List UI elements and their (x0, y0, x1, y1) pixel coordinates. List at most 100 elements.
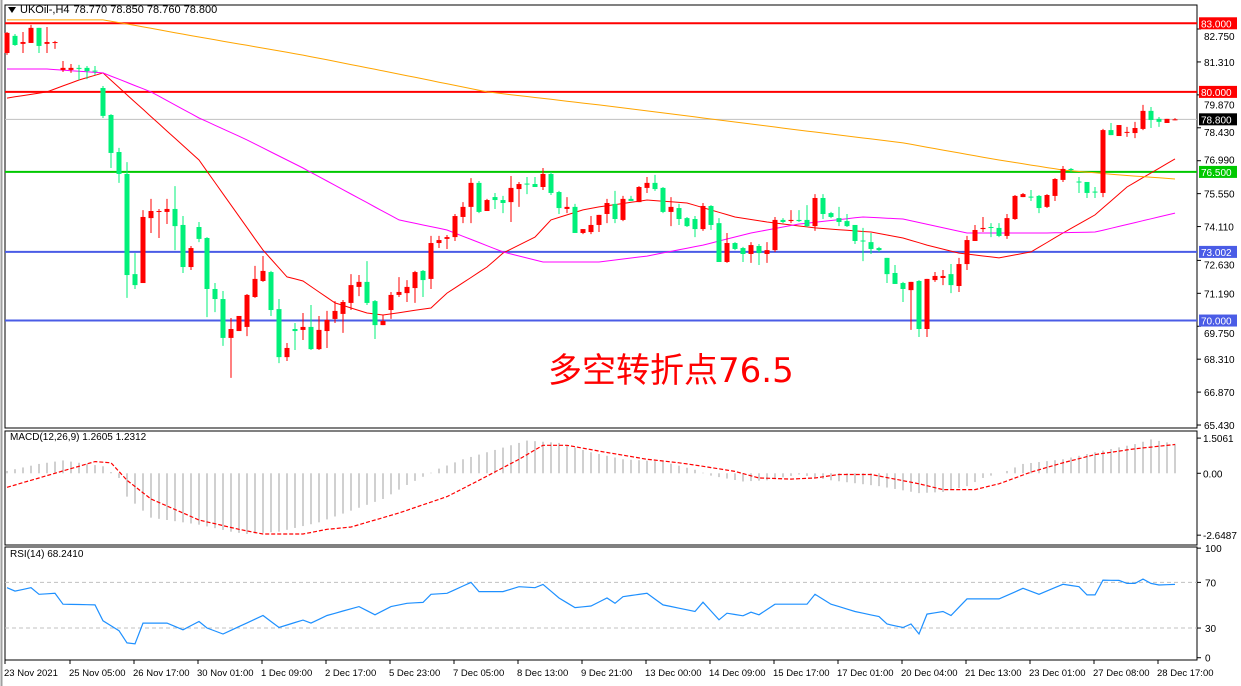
candle (1100, 128, 1106, 198)
candle-body (404, 286, 410, 294)
candle (212, 283, 218, 313)
candle (300, 312, 306, 340)
candle (732, 242, 738, 251)
candle (652, 174, 658, 191)
rsi-label: RSI(14) 68.2410 (10, 549, 84, 560)
candle-body (516, 184, 522, 190)
candle (988, 223, 994, 238)
candle (316, 315, 322, 351)
candle (1164, 118, 1170, 123)
candle-body (900, 283, 906, 289)
macd-tick-label: 1.5061 (1203, 434, 1234, 445)
candle-body (300, 326, 306, 330)
price-tag-text: 73.002 (1201, 248, 1232, 259)
candle (700, 203, 706, 231)
candle (340, 299, 346, 333)
panel-macd-frame (4, 430, 1198, 546)
candle-body (1052, 179, 1058, 196)
candle-body (380, 320, 386, 326)
candle-body (84, 67, 90, 72)
dropdown-triangle-icon[interactable] (8, 7, 16, 13)
candle (396, 277, 402, 297)
candle (1172, 118, 1178, 121)
candle-body (1156, 118, 1162, 122)
panel-rsi-frame (4, 546, 1198, 661)
candle (756, 243, 762, 265)
candle-body (452, 216, 458, 238)
candle (836, 206, 842, 227)
candle-body (668, 206, 674, 212)
candle-body (908, 281, 914, 291)
price-tag-text: 80.000 (1201, 88, 1232, 99)
candle (196, 221, 202, 243)
rsi-tick-label: 100 (1205, 544, 1222, 555)
candle (644, 176, 650, 193)
candle (908, 281, 914, 330)
candle (556, 190, 562, 214)
candle (476, 181, 482, 214)
time-tick-label: 17 Dec 01:00 (837, 668, 894, 679)
panel-main-frame (4, 4, 1198, 429)
candle-body (572, 206, 578, 233)
candle-body (164, 208, 170, 212)
candle (268, 270, 274, 316)
candle-body (36, 27, 42, 46)
candle (364, 261, 370, 305)
candle (1044, 194, 1050, 209)
candle-body (236, 315, 242, 332)
candle (468, 178, 474, 224)
candle-body (292, 328, 298, 332)
price-tag-80.000 (1199, 85, 1237, 98)
candle (588, 216, 594, 235)
candle-body (1140, 110, 1146, 129)
candle-body (12, 35, 18, 46)
candle-body (308, 326, 314, 350)
price-tag-73.002 (1199, 245, 1237, 258)
candle-body (1124, 131, 1130, 133)
price-tag-text: 76.500 (1201, 168, 1232, 179)
price-tag-76.500 (1199, 165, 1237, 178)
candle-body (988, 227, 994, 229)
candle-body (596, 214, 602, 225)
candle-body (1012, 195, 1018, 220)
rsi-tick-label: 0 (1205, 654, 1211, 665)
candle (460, 202, 466, 224)
candle (148, 198, 154, 233)
candle-body (764, 250, 770, 254)
candle (740, 246, 746, 263)
candle-body (972, 229, 978, 241)
candle-body (252, 278, 258, 297)
candle (676, 203, 682, 225)
candle-body (260, 270, 266, 281)
candle-body (444, 237, 450, 239)
candle-body (1028, 196, 1034, 198)
candle-body (68, 67, 74, 70)
candle (860, 227, 866, 262)
candle-body (204, 237, 210, 289)
candle (84, 66, 90, 80)
time-tick-label: 20 Dec 04:00 (901, 668, 958, 679)
candle (900, 281, 906, 303)
candle (660, 187, 666, 214)
candle (852, 224, 858, 244)
candle-body (1076, 181, 1082, 183)
time-tick-label: 23 Dec 01:00 (1029, 668, 1086, 679)
candle-body (820, 197, 826, 214)
candle-body (1068, 168, 1074, 171)
candle (1012, 195, 1018, 220)
price-tick-label: 65.430 (1204, 421, 1235, 432)
candle-body (316, 329, 322, 350)
candle-body (740, 248, 746, 254)
candle-body (732, 243, 738, 249)
candle (548, 171, 554, 196)
candle (956, 257, 962, 292)
candle (772, 216, 778, 252)
candle-body (828, 213, 834, 217)
candle-body (76, 67, 82, 69)
candle (724, 232, 730, 263)
candle (948, 264, 954, 294)
candle (4, 31, 10, 55)
candle-body (1020, 194, 1026, 198)
price-tick-label: 78.430 (1204, 128, 1235, 139)
